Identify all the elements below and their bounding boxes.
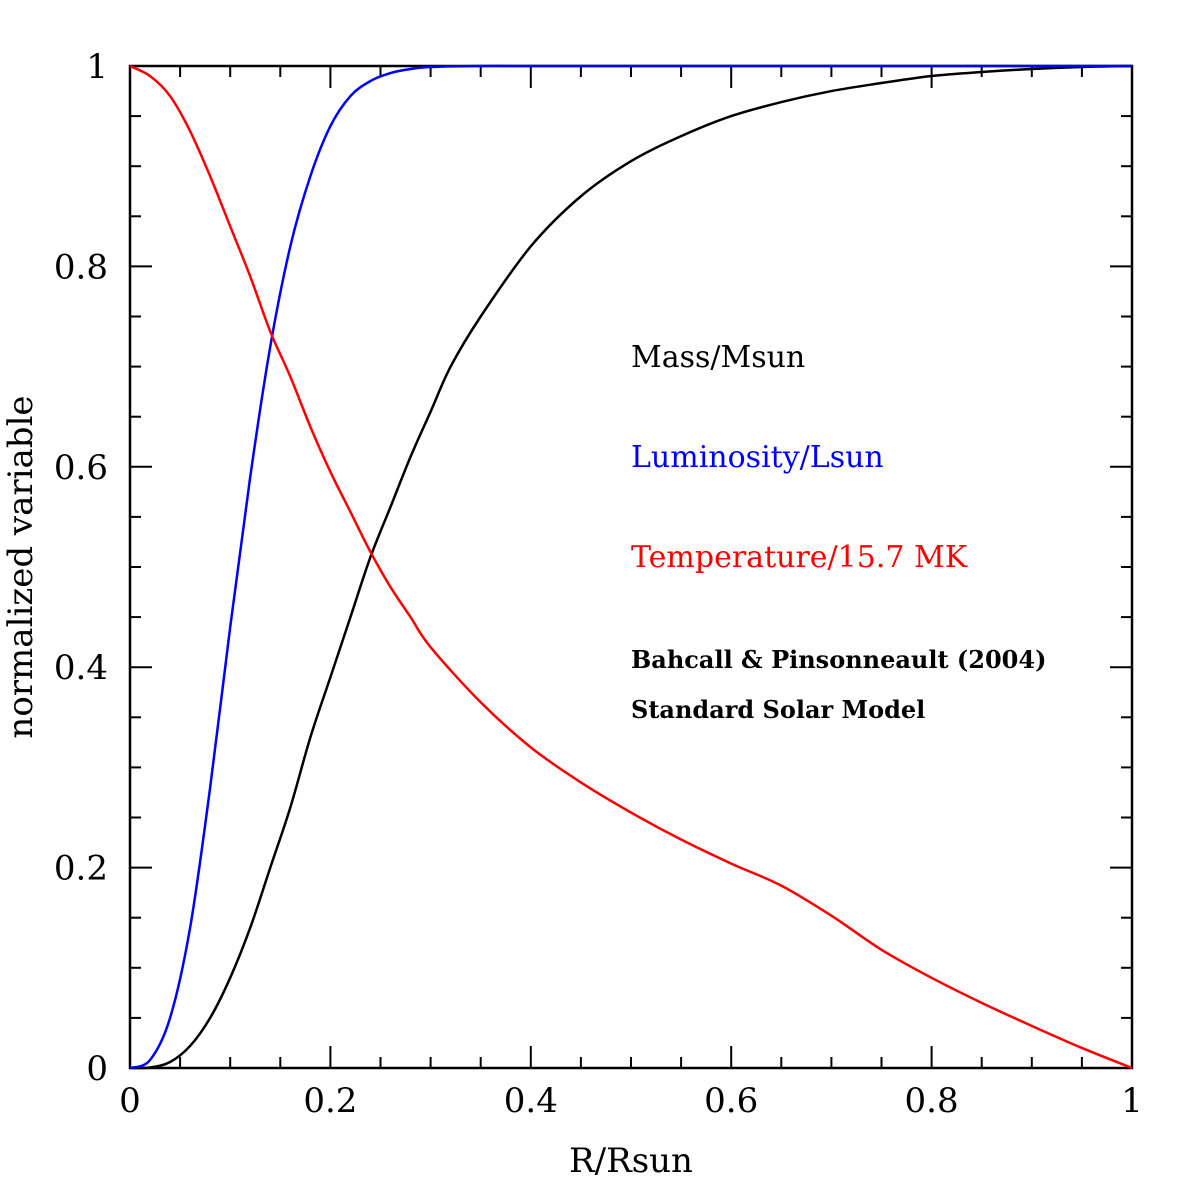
x-tick-labels: 0 0.2 0.4 0.6 0.8 1 <box>119 1081 1143 1121</box>
x-tick-label: 0 <box>119 1081 141 1121</box>
x-tick-label: 0.8 <box>905 1081 959 1121</box>
luminosity-curve <box>129 64 1132 1070</box>
x-axis-label: R/Rsun <box>569 1141 693 1181</box>
x-tick-label: 1 <box>1121 1081 1143 1121</box>
legend-label-temperature: Temperature/15.7 MK <box>631 540 968 575</box>
mass-curve <box>129 64 1133 1070</box>
x-tick-label: 0.4 <box>504 1081 558 1121</box>
model-annotation: Standard Solar Model <box>631 695 925 724</box>
x-tick-label: 0.2 <box>303 1081 357 1121</box>
series-lines <box>129 64 1133 1070</box>
y-tick-label: 0 <box>86 1049 108 1089</box>
y-tick-label: 1 <box>86 47 108 87</box>
x-tick-label: 0.6 <box>704 1081 758 1121</box>
y-tick-label: 0.2 <box>54 849 108 889</box>
y-tick-label: 0.6 <box>54 448 108 488</box>
y-tick-label: 0.4 <box>54 648 108 688</box>
legend-label-luminosity: Luminosity/Lsun <box>631 440 884 475</box>
y-tick-labels: 0 0.2 0.4 0.6 0.8 1 <box>54 47 108 1089</box>
temperature-curve <box>129 64 1133 1070</box>
y-tick-label: 0.8 <box>54 247 108 287</box>
legend-label-mass: Mass/Msun <box>631 340 805 375</box>
legend: Mass/Msun Luminosity/Lsun Temperature/15… <box>631 340 968 575</box>
source-annotation: Bahcall & Pinsonneault (2004) <box>631 645 1046 674</box>
y-axis-label: normalized variable <box>1 395 41 738</box>
